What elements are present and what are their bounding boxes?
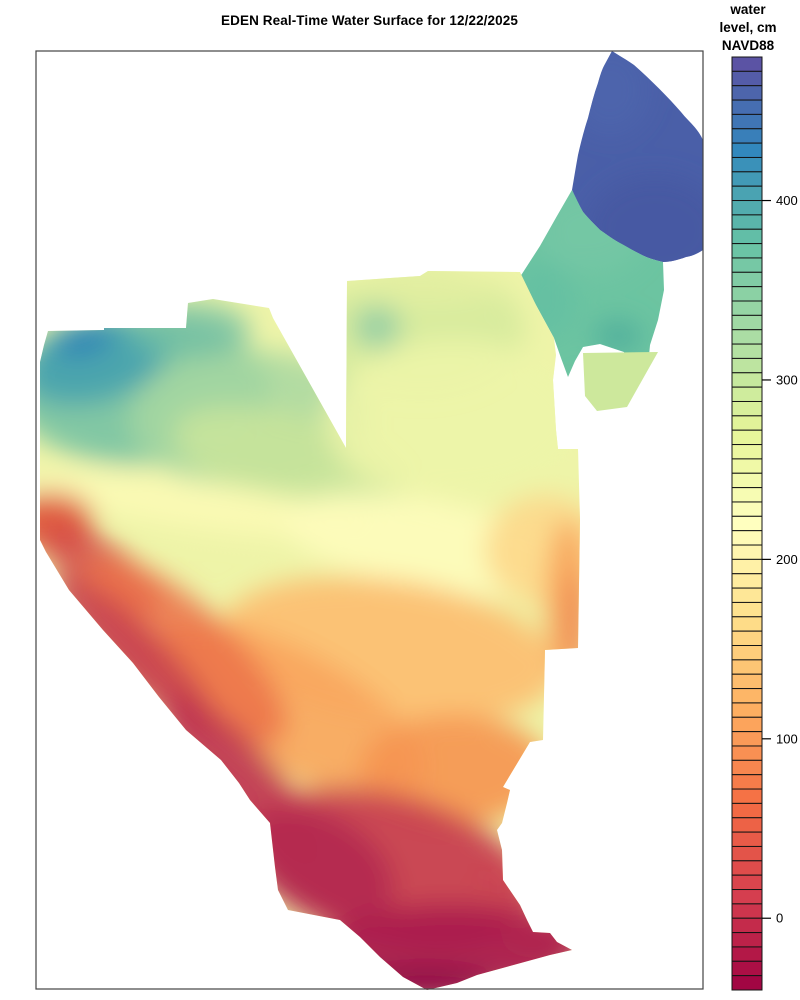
colorbar-segment (731, 860, 763, 876)
colorbar-segment (731, 975, 763, 991)
colorbar-segment (731, 932, 763, 948)
colorbar-segment (731, 300, 763, 316)
page-title: EDEN Real-Time Water Surface for 12/22/2… (221, 13, 518, 28)
map-region-wca2b (583, 352, 658, 411)
heat-spot (53, 575, 217, 735)
heat-spot (52, 324, 112, 358)
map-frame (35, 50, 704, 990)
colorbar-segment (731, 946, 763, 962)
colorbar-segment (731, 70, 763, 87)
colorbar-tick-label: 300 (776, 372, 798, 387)
colorbar-segment (731, 673, 763, 690)
colorbar-segment (731, 515, 763, 532)
colorbar-segment (731, 444, 763, 460)
colorbar-segment (731, 788, 763, 804)
colorbar-segment (731, 214, 763, 230)
colorbar-segment (731, 372, 763, 388)
colorbar-segment (731, 56, 763, 72)
colorbar-segment (731, 257, 763, 273)
colorbar-segment (731, 731, 763, 747)
colorbar-segment (731, 271, 763, 288)
colorbar-segment (731, 960, 763, 977)
colorbar-segment (731, 156, 763, 173)
heat-spot (350, 271, 510, 303)
heat-spot (325, 340, 580, 500)
colorbar-segment (731, 400, 763, 417)
colorbar-segment (731, 472, 763, 489)
colorbar-segment (731, 688, 763, 704)
colorbar-segment (731, 630, 763, 647)
colorbar-segment (731, 357, 763, 374)
colorbar-title-line-2: level, cm (719, 20, 777, 35)
colorbar-segment (731, 185, 763, 202)
map-region-main-everglades (40, 271, 580, 990)
colorbar-tick-label: 100 (776, 731, 798, 746)
colorbar-title-line-1: water (730, 2, 766, 17)
colorbar-segment (731, 113, 763, 130)
heat-spot (594, 320, 642, 352)
colorbar-segment (731, 889, 763, 905)
colorbar-segment (731, 659, 763, 675)
heat-spot (246, 806, 394, 924)
colorbar-segment (731, 286, 763, 302)
colorbar-segment (731, 802, 763, 819)
colorbar-segment (731, 573, 763, 589)
colorbar-segment (731, 415, 763, 431)
colorbar-segment (731, 386, 763, 402)
colorbar-segment (731, 329, 763, 345)
colorbar-segment (731, 903, 763, 919)
colorbar-segment (731, 228, 763, 245)
colorbar-title-line-3: NAVD88 (721, 38, 775, 53)
colorbar-segment (731, 917, 763, 934)
colorbar-segment (731, 759, 763, 776)
colorbar-tick-label: 200 (776, 552, 798, 567)
colorbar-segment (731, 171, 763, 187)
colorbar-segment (731, 702, 763, 718)
heat-spot (83, 556, 287, 744)
colorbar-segment (731, 645, 763, 661)
heat-spot (353, 305, 401, 349)
colorbar-segment (731, 458, 763, 474)
colorbar-segment (731, 429, 763, 446)
colorbar-segment (731, 200, 763, 216)
colorbar-tick-label: 0 (776, 911, 783, 926)
colorbar-segment (731, 128, 763, 144)
colorbar-segment (731, 716, 763, 733)
colorbar-segment (731, 745, 763, 761)
colorbar-segment (731, 587, 763, 603)
colorbar-segment (731, 601, 763, 618)
colorbar-segment (731, 616, 763, 632)
colorbar-segment (731, 343, 763, 359)
colorbar-segment (731, 99, 763, 115)
colorbar-segment (731, 845, 763, 862)
colorbar-tick-label: 400 (776, 193, 798, 208)
colorbar-segment (731, 487, 763, 503)
colorbar-segment (731, 774, 763, 790)
colorbar-segment (731, 501, 763, 517)
colorbar-segment (731, 831, 763, 847)
colorbar-segment (731, 142, 763, 158)
colorbar: 400 300 200 100 0 (731, 56, 798, 991)
colorbar-segment (731, 874, 763, 891)
colorbar-title: water level, cm NAVD88 (700, 1, 796, 55)
colorbar-segment (731, 314, 763, 331)
colorbar-segment (731, 558, 763, 575)
colorbar-segment (731, 817, 763, 833)
colorbar-segment (731, 530, 763, 546)
map-region-wca2a (520, 190, 664, 377)
colorbar-segment (731, 243, 763, 259)
colorbar-segment (731, 85, 763, 101)
colorbar-segment (731, 544, 763, 560)
